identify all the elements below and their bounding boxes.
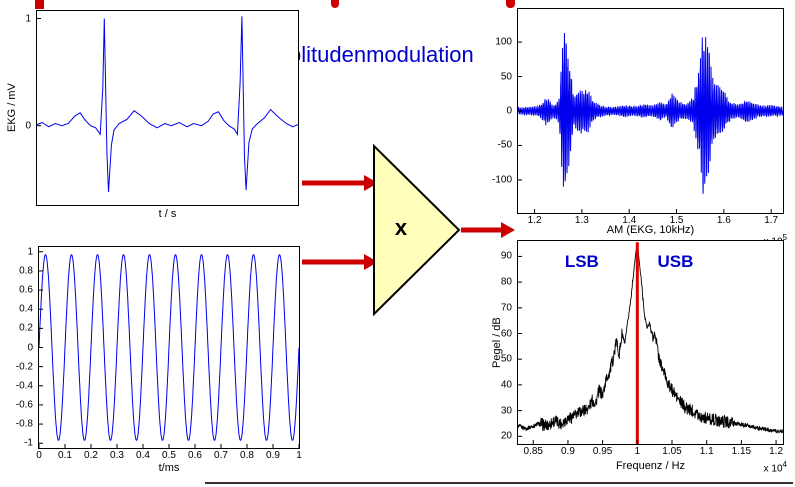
cropped-red-text-fragment <box>35 0 44 9</box>
ekg-y-axis-label: EKG / mV <box>6 83 18 133</box>
ekg-y-tick: 1 <box>25 13 31 24</box>
sine-y-tick: 1 <box>27 246 33 258</box>
am-x-tick: 1.5 <box>669 215 684 226</box>
am-x-tick: 1.2 <box>527 215 542 226</box>
arrow-ekg-to-multiplier <box>302 175 378 191</box>
multiplier-label: x <box>394 215 408 240</box>
ekg-x-axis-label: t / s <box>158 208 177 220</box>
sine-x-tick: 0.3 <box>110 450 124 461</box>
carrier-sine-plot: 1 0.8 0.6 0.4 0.2 0 -0.2 -0.4 -0.6 -0.8 -1 0 0.1 0.2… <box>16 246 302 474</box>
spectrum-y-tick: 20 <box>500 430 512 442</box>
am-y-tick: 50 <box>500 71 512 83</box>
am-y-tick: 100 <box>495 36 512 48</box>
am-y-tick: -100 <box>491 174 512 186</box>
sine-y-tick: -0.4 <box>15 380 33 392</box>
ekg-plot: 1 0 EKG / mV t / s <box>6 10 299 220</box>
ekg-waveform <box>37 16 298 193</box>
sine-y-tick: 0.2 <box>19 322 33 334</box>
spectrum-x-tick-labels: 0.85 0.9 0.95 1 1.05 1.1 1.15 1.2 <box>518 444 784 457</box>
am-y-tick-labels: 100 50 0 -50 -100 <box>480 9 514 213</box>
sine-y-tick: 0.8 <box>19 265 33 277</box>
spectrum-y-tick-labels: 90 80 70 60 50 40 30 20 <box>480 241 514 444</box>
cropped-red-text-fragment <box>331 0 339 8</box>
am-x-axis-label: AM (EKG, 10kHz) <box>606 224 695 236</box>
am-y-tick: -50 <box>497 139 512 151</box>
spectrum-x-tick: 1.05 <box>662 446 682 457</box>
multiplier-triangle <box>373 143 461 317</box>
sine-y-tick: 0 <box>27 342 33 353</box>
spectrum-x-tick: 0.9 <box>560 446 575 457</box>
arrow-multiplier-to-output <box>461 222 515 238</box>
cropped-red-text-fragment <box>506 0 515 8</box>
am-x-tick: 1.6 <box>716 215 731 226</box>
spectrum-x-tick: 1 <box>634 446 641 457</box>
spectrum-y-tick: 90 <box>500 250 512 262</box>
spectrum-plot: 90 80 70 60 50 40 30 20 0.85 0.9 0.95 1 1.05 1.1 1.15… <box>491 240 787 474</box>
sine-x-tick: 0.9 <box>266 450 280 461</box>
sine-x-tick: 1 <box>296 450 302 461</box>
am-x-tick-labels: 1.2 1.3 1.4 1.5 1.6 1.7 <box>518 213 783 226</box>
spectrum-y-tick: 60 <box>500 328 512 339</box>
sine-y-tick: -0.6 <box>15 399 33 411</box>
am-x-tick: 1.3 <box>574 215 589 226</box>
spectrum-x-tick: 0.95 <box>592 446 613 457</box>
sine-waveform <box>39 251 299 448</box>
sine-x-tick: 0.8 <box>240 450 254 461</box>
sine-x-axis-label: t/ms <box>158 462 180 474</box>
spectrum-y-tick: 30 <box>500 405 512 417</box>
sine-y-tick: -0.2 <box>15 361 33 373</box>
sine-x-tick: 0.1 <box>58 450 72 461</box>
spectrum-axis-exponent: x 104 <box>763 460 787 475</box>
sine-y-tick-labels: 1 0.8 0.6 0.4 0.2 0 -0.2 -0.4 -0.6 -0.8 -1 <box>1 246 35 449</box>
spectrum-curve <box>518 242 783 444</box>
arrow-carrier-to-multiplier <box>302 254 378 270</box>
spectrum-y-tick: 70 <box>500 302 512 314</box>
sine-y-tick: -0.8 <box>15 418 33 430</box>
spectrum-annotation-usb: USB <box>657 251 694 271</box>
spectrum-y-tick: 50 <box>500 353 512 365</box>
ekg-y-tick: 0 <box>25 120 31 132</box>
spectrum-x-axis-label: Frequenz / Hz <box>615 460 686 472</box>
spectrum-x-tick: 1.1 <box>699 446 714 457</box>
am-x-tick: 1.7 <box>764 215 779 226</box>
sine-y-tick: 0.4 <box>19 303 33 315</box>
spectrum-y-axis-label: Pegel / dB <box>491 317 503 368</box>
sine-x-tick-labels: 0 0.1 0.2 0.3 0.4 0.5 0.6 0.7 0.8 0.9 1 <box>36 448 302 461</box>
spectrum-x-tick: 0.85 <box>523 446 543 457</box>
spectrum-x-tick: 1.15 <box>731 446 752 457</box>
am-y-tick: 0 <box>506 105 512 117</box>
spectrum-y-tick: 40 <box>500 379 512 391</box>
am-waveform <box>518 32 783 213</box>
cropped-divider-line <box>205 482 793 484</box>
sine-y-tick: 0.6 <box>19 284 33 296</box>
sine-y-tick: -1 <box>24 437 33 449</box>
am-x-tick: 1.4 <box>622 215 637 226</box>
sine-x-tick: 0.2 <box>84 450 98 461</box>
spectrum-x-tick: 1.2 <box>769 446 784 457</box>
sine-x-tick: 0 <box>36 450 42 461</box>
am-signal-plot: 100 50 0 -50 -100 1.2 1.3 1.4 1.5 1.6 1.7 AM (EKG… <box>492 8 787 247</box>
sine-x-tick: 0.6 <box>188 450 202 461</box>
sine-x-tick: 0.7 <box>214 450 228 461</box>
spectrum-annotation-lsb: LSB <box>564 251 599 271</box>
spectrum-y-tick: 80 <box>500 276 512 288</box>
sine-x-tick: 0.5 <box>162 450 176 461</box>
sine-x-tick: 0.4 <box>136 450 150 461</box>
